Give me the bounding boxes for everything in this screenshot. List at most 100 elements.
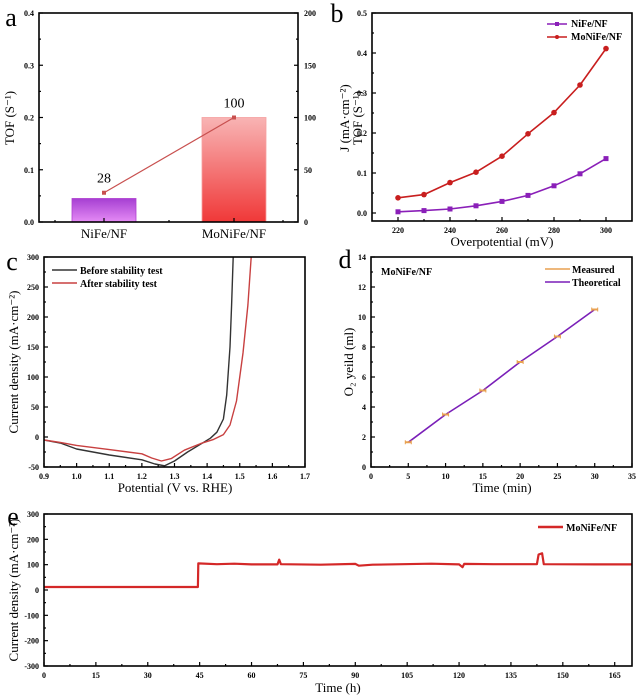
x-tick-label: 35 xyxy=(628,472,636,481)
y-tick-label: 0.4 xyxy=(357,49,367,58)
x-tick-label: 165 xyxy=(609,671,621,680)
data-label: 28 xyxy=(97,172,111,187)
x-tick-label: 1.3 xyxy=(170,472,180,481)
x-tick-label: 45 xyxy=(196,671,204,680)
y-tick-label: 0.4 xyxy=(24,9,34,18)
y-tick-label: 300 xyxy=(27,510,39,519)
x-tick-label: 15 xyxy=(479,472,487,481)
x-tick-label: 150 xyxy=(557,671,569,680)
y-tick-label: 14 xyxy=(358,253,366,262)
data-point xyxy=(603,45,609,52)
legend-label: Theoretical xyxy=(572,278,621,289)
y-tick-label: -300 xyxy=(24,662,39,671)
y-tick-label: 200 xyxy=(27,535,39,544)
series-line-after-stability-test xyxy=(44,257,252,462)
y-tick-label: 0.0 xyxy=(357,209,367,218)
x-tick-label: 1.6 xyxy=(267,472,277,481)
y-tick-label: 0 xyxy=(35,586,39,595)
data-point xyxy=(473,203,479,209)
y2-tick-label: 100 xyxy=(304,114,316,123)
y-tick-label: -200 xyxy=(24,637,39,646)
x-tick-label: 120 xyxy=(453,671,465,680)
y-tick-label: 10 xyxy=(358,313,366,322)
x-tick-label: 0.9 xyxy=(39,472,49,481)
y2-tick-label: 0 xyxy=(304,218,308,227)
x-tick-label: 220 xyxy=(392,226,404,235)
y-tick-label: 100 xyxy=(27,373,39,382)
x-tick-label: 0 xyxy=(369,472,373,481)
data-point xyxy=(421,191,427,198)
y-tick-label: 300 xyxy=(27,253,39,262)
x-tick-label: 1.2 xyxy=(137,472,147,481)
panel-label-b: b xyxy=(331,0,344,28)
x-axis-label: Time (min) xyxy=(472,480,531,495)
x-tick-label: 0 xyxy=(42,671,46,680)
y-tick-label: 12 xyxy=(358,283,366,292)
x-tick-label: 135 xyxy=(505,671,517,680)
series-line-before-stability-test xyxy=(44,257,234,467)
legend-label: Before stability test xyxy=(80,266,163,277)
y2-tick-label: 50 xyxy=(304,166,312,175)
x-axis-label: Overpotential (mV) xyxy=(451,234,554,249)
y-tick-label: 0.1 xyxy=(24,166,34,175)
data-point xyxy=(499,198,505,204)
data-point xyxy=(421,208,427,214)
x-tick-label: 1.1 xyxy=(104,472,114,481)
x-tick-label: 15 xyxy=(92,671,100,680)
x-tick-label: 20 xyxy=(516,472,524,481)
data-point xyxy=(395,209,401,215)
x-tick-label: 280 xyxy=(548,226,560,235)
y-tick-label: 0.2 xyxy=(24,114,34,123)
x-axis-label: Potential (V vs. RHE) xyxy=(118,480,233,495)
x-tick-label: 1.0 xyxy=(72,472,82,481)
series-line-monife-nf xyxy=(44,552,632,589)
data-point xyxy=(525,192,531,198)
y-tick-label: 0.1 xyxy=(357,169,367,178)
y-tick-label: 200 xyxy=(27,313,39,322)
y-tick-label: 0.0 xyxy=(24,218,34,227)
data-label: 100 xyxy=(224,97,245,112)
bar-monife-nf xyxy=(201,117,267,223)
x-tick-label: 1.7 xyxy=(300,472,310,481)
y-tick-label: 6 xyxy=(362,373,366,382)
ratio-marker xyxy=(232,115,236,120)
ratio-marker xyxy=(102,190,106,195)
y-tick-label: 250 xyxy=(27,283,39,292)
data-point xyxy=(551,183,557,189)
y-axis-label-1: J (mA·cm⁻²) xyxy=(337,84,352,151)
legend-marker xyxy=(555,22,559,26)
x-tick-label: 30 xyxy=(144,671,152,680)
y-tick-label: 0.5 xyxy=(357,9,367,18)
panel-e-frame xyxy=(43,513,633,667)
x-tick-label: 90 xyxy=(351,671,359,680)
panel-b-frame xyxy=(371,12,633,222)
data-point xyxy=(551,109,557,116)
ratio-line xyxy=(103,116,235,194)
y-axis-label: Current density (mA·cm⁻²) xyxy=(6,291,21,434)
y-tick-label: 8 xyxy=(362,343,366,352)
data-point xyxy=(395,195,401,201)
x-tick-label: 25 xyxy=(553,472,561,481)
x-tick-label: 105 xyxy=(401,671,413,680)
y-tick-label: 50 xyxy=(31,403,39,412)
y-axis-label: O₂ yeild (ml) xyxy=(341,328,356,397)
x-tick-label: MoNiFe/NF xyxy=(202,226,266,241)
x-tick-label: 60 xyxy=(248,671,256,680)
data-point xyxy=(525,131,531,137)
y-tick-label: 2 xyxy=(362,433,366,442)
data-point xyxy=(499,153,505,159)
data-point xyxy=(603,156,609,162)
x-tick-label: 240 xyxy=(444,226,456,235)
y-axis-label: Current density (mA·cm⁻²) xyxy=(6,519,21,662)
x-tick-label: 1.5 xyxy=(235,472,245,481)
y-tick-label: 0 xyxy=(35,433,39,442)
y-tick-label: 0.3 xyxy=(357,89,367,98)
x-tick-label: 75 xyxy=(299,671,307,680)
legend-marker xyxy=(555,35,559,39)
x-tick-label: 300 xyxy=(600,226,612,235)
legend-label: NiFe/NF xyxy=(571,19,608,30)
y-axis-label: TOF (S⁻¹) xyxy=(2,91,17,145)
data-point xyxy=(577,171,583,177)
panel-label-c: c xyxy=(6,247,18,276)
